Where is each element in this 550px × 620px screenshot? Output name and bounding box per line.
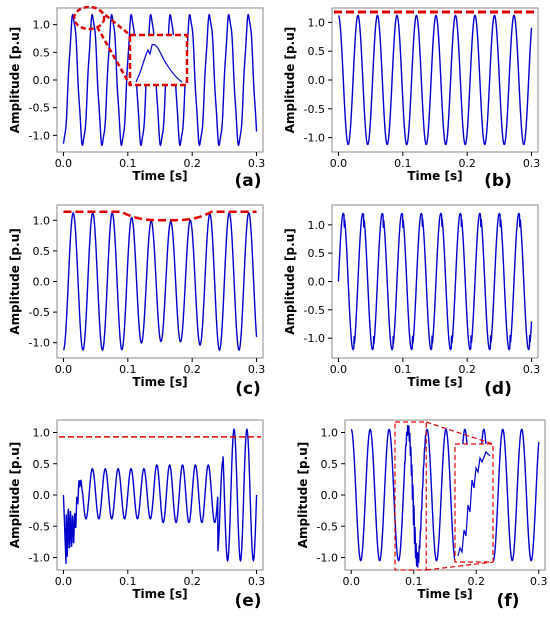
y-tick-label: -1.0 <box>304 132 325 145</box>
zoom-inset <box>454 443 494 563</box>
x-tick-label: 0.1 <box>394 363 412 376</box>
x-axis-label: Time [s] <box>132 587 187 601</box>
zoom-connector <box>426 421 494 445</box>
y-axis-label: Amplitude [p.u] <box>8 442 22 548</box>
panel-letter: (d) <box>484 379 512 399</box>
x-tick-label: 0.0 <box>343 575 361 588</box>
x-axis-label: Time [s] <box>132 169 187 183</box>
zoom-ellipse <box>72 5 106 31</box>
y-tick-label: 0.5 <box>308 45 326 58</box>
y-tick-label: -1.0 <box>304 332 325 345</box>
x-tick-label: 0.1 <box>119 157 137 170</box>
y-tick-label: 0.5 <box>33 458 51 471</box>
y-axis-label: Amplitude [p.u] <box>283 228 297 334</box>
y-tick-label: 0.0 <box>33 276 51 289</box>
transient-box <box>394 421 427 571</box>
y-tick-label: 0.5 <box>33 245 51 258</box>
y-tick-label: -0.5 <box>29 102 50 115</box>
y-tick-label: 0.5 <box>33 46 51 59</box>
y-tick-label: 1.0 <box>308 16 326 29</box>
zoom-connector <box>98 8 131 36</box>
series-line <box>62 428 258 564</box>
x-tick-label: 0.1 <box>119 575 137 588</box>
panel-letter: (b) <box>484 171 512 191</box>
panel-letter: (f) <box>497 591 520 611</box>
zoom-inset-line <box>457 450 491 557</box>
x-axis-label: Time [s] <box>407 375 462 389</box>
x-tick-label: 0.2 <box>468 575 486 588</box>
panel-d: 0.0 0.1 0.2 0.3 -1.0 -0.5 0.0 0.5 1.0 Time [s] Amp… <box>283 204 541 399</box>
y-tick-label: 1.0 <box>321 427 339 440</box>
x-tick-label: 0.0 <box>55 363 73 376</box>
panel-a: 0.0 0.1 0.2 0.3 -1.0 -0.5 0.0 0.5 1.0 Time [s] Amp… <box>8 5 266 191</box>
x-tick-label: 0.2 <box>183 575 201 588</box>
x-tick-label: 0.3 <box>530 575 548 588</box>
x-tick-label: 0.2 <box>458 363 476 376</box>
x-tick-label: 0.2 <box>183 157 201 170</box>
y-tick-label: -1.0 <box>29 552 50 565</box>
envelope-line <box>63 210 257 222</box>
x-tick-label: 0.2 <box>183 363 201 376</box>
y-tick-label: -1.0 <box>29 129 50 142</box>
y-tick-label: -0.5 <box>29 306 50 319</box>
y-axis-label: Amplitude [p.u] <box>283 27 297 133</box>
panel-e: 0.0 0.1 0.2 0.3 -1.0 -0.5 0.0 0.5 1.0 Time [s] Amp… <box>8 419 266 611</box>
zoom-connector <box>426 561 494 571</box>
y-tick-label: 0.5 <box>321 458 339 471</box>
y-tick-label: 0.0 <box>308 276 326 289</box>
panel-f: 0.0 0.1 0.2 0.3 -1.0 -0.5 0.0 0.5 1.0 Time [s] Amp… <box>296 419 548 611</box>
panel-letter: (e) <box>234 591 261 611</box>
x-tick-label: 0.0 <box>330 363 348 376</box>
x-tick-label: 0.0 <box>55 157 73 170</box>
y-tick-label: 1.0 <box>33 214 51 227</box>
series-line <box>338 14 533 146</box>
x-tick-label: 0.1 <box>405 575 423 588</box>
x-axis-label: Time [s] <box>407 169 462 183</box>
series-line <box>350 425 540 568</box>
y-tick-label: -0.5 <box>317 520 338 533</box>
x-axis-label: Time [s] <box>132 375 187 389</box>
y-tick-label: 1.0 <box>308 219 326 232</box>
x-tick-label: 0.2 <box>458 157 476 170</box>
y-tick-label: -0.5 <box>304 304 325 317</box>
x-tick-label: 0.3 <box>248 363 266 376</box>
y-tick-label: -0.5 <box>29 520 50 533</box>
y-axis-label: Amplitude [p.u] <box>8 228 22 334</box>
zoom-connector <box>96 26 132 86</box>
y-axis-label: Amplitude [p.u] <box>8 27 22 133</box>
panel-b: 0.0 0.1 0.2 0.3 -1.0 -0.5 0.0 0.5 1.0 Time [s] Amp… <box>283 7 541 191</box>
y-axis-label: Amplitude [p.u] <box>296 442 310 548</box>
x-axis-label: Time [s] <box>417 587 472 601</box>
x-tick-label: 0.3 <box>248 157 266 170</box>
panel-c: 0.0 0.1 0.2 0.3 -1.0 -0.5 0.0 0.5 1.0 Time [s] Amp… <box>8 204 266 399</box>
y-tick-label: -1.0 <box>317 552 338 565</box>
y-tick-label: 1.0 <box>33 427 51 440</box>
x-tick-label: 0.0 <box>330 157 348 170</box>
panel-letter: (c) <box>235 379 261 399</box>
x-tick-label: 0.3 <box>248 575 266 588</box>
y-tick-label: -0.5 <box>304 103 325 116</box>
zoom-inset <box>128 33 189 87</box>
x-tick-label: 0.1 <box>119 363 137 376</box>
x-tick-label: 0.0 <box>55 575 73 588</box>
series-line <box>337 212 533 351</box>
series-line <box>63 212 258 351</box>
y-tick-label: 1.0 <box>33 19 51 32</box>
x-tick-label: 0.3 <box>523 363 541 376</box>
y-tick-label: 0.0 <box>33 489 51 502</box>
y-tick-label: 0.0 <box>321 489 339 502</box>
x-tick-label: 0.3 <box>523 157 541 170</box>
zoom-inset-line <box>135 43 183 83</box>
y-tick-label: 0.5 <box>308 247 326 260</box>
y-tick-label: -1.0 <box>29 337 50 350</box>
y-tick-label: 0.0 <box>33 74 51 87</box>
x-tick-label: 0.1 <box>394 157 412 170</box>
y-tick-label: 0.0 <box>308 74 326 87</box>
panel-letter: (a) <box>234 171 261 191</box>
series-line <box>62 13 258 147</box>
